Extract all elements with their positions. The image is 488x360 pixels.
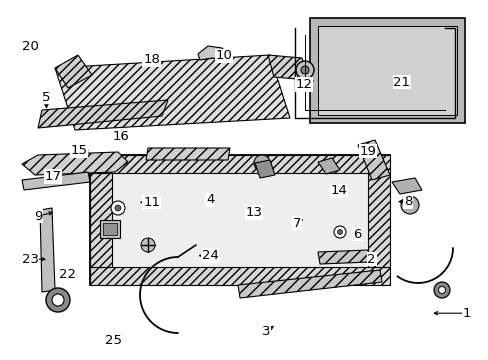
Text: 4: 4 — [205, 193, 214, 206]
Bar — [103, 223, 117, 235]
Circle shape — [433, 282, 449, 298]
Polygon shape — [238, 270, 381, 298]
Polygon shape — [90, 173, 112, 267]
Circle shape — [438, 287, 445, 293]
Text: 13: 13 — [245, 206, 262, 219]
Polygon shape — [40, 208, 55, 292]
Polygon shape — [254, 160, 274, 178]
Text: 21: 21 — [393, 76, 409, 89]
Text: 19: 19 — [359, 145, 375, 158]
Polygon shape — [267, 55, 307, 80]
Circle shape — [111, 201, 125, 215]
Text: 3: 3 — [262, 325, 270, 338]
Text: 16: 16 — [113, 130, 129, 143]
Text: 11: 11 — [143, 196, 160, 209]
Polygon shape — [317, 158, 339, 174]
Text: 7: 7 — [292, 217, 301, 230]
Circle shape — [295, 61, 313, 79]
Text: 2: 2 — [366, 253, 375, 266]
Text: 6: 6 — [352, 228, 361, 240]
Circle shape — [400, 196, 418, 214]
Circle shape — [46, 288, 70, 312]
Bar — [100, 220, 120, 238]
Circle shape — [333, 226, 346, 238]
Text: 25: 25 — [105, 334, 122, 347]
Polygon shape — [391, 178, 421, 194]
Circle shape — [52, 294, 64, 306]
Text: 15: 15 — [71, 144, 87, 157]
Text: 10: 10 — [215, 49, 232, 62]
Text: 18: 18 — [143, 53, 160, 66]
Text: 14: 14 — [330, 184, 346, 197]
Circle shape — [141, 238, 155, 252]
Circle shape — [115, 205, 121, 211]
Polygon shape — [22, 172, 90, 190]
Polygon shape — [198, 46, 229, 60]
Text: 8: 8 — [403, 195, 412, 208]
Bar — [309, 18, 464, 123]
Circle shape — [301, 66, 308, 74]
Circle shape — [337, 230, 342, 234]
Polygon shape — [146, 148, 229, 160]
Polygon shape — [367, 173, 389, 267]
Polygon shape — [357, 140, 389, 180]
Text: 22: 22 — [59, 268, 76, 281]
Polygon shape — [90, 155, 389, 173]
Text: 12: 12 — [295, 78, 312, 91]
Polygon shape — [55, 55, 289, 130]
Circle shape — [253, 155, 269, 171]
Text: 9: 9 — [34, 210, 42, 222]
Polygon shape — [22, 152, 128, 175]
Text: 24: 24 — [202, 249, 218, 262]
Text: 20: 20 — [22, 40, 39, 53]
Polygon shape — [55, 55, 92, 88]
Bar — [317, 26, 456, 115]
Text: 1: 1 — [462, 307, 470, 320]
Polygon shape — [90, 267, 389, 285]
Bar — [90, 155, 389, 285]
Text: 23: 23 — [22, 253, 39, 266]
Polygon shape — [317, 250, 369, 264]
Text: 17: 17 — [44, 170, 61, 183]
Polygon shape — [38, 100, 168, 128]
Text: 5: 5 — [42, 91, 51, 104]
